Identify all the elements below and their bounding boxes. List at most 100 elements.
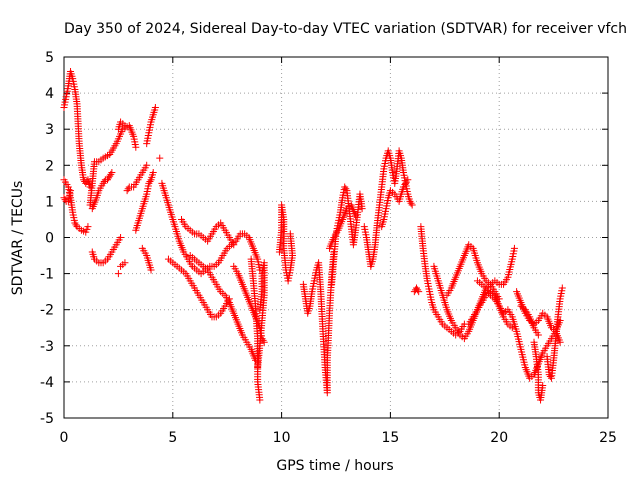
data-point bbox=[105, 174, 113, 182]
data-point bbox=[71, 219, 79, 227]
data-point bbox=[124, 185, 132, 193]
data-point bbox=[107, 170, 115, 178]
y-tick-label: 4 bbox=[45, 86, 54, 102]
data-point bbox=[254, 363, 262, 371]
data-point bbox=[404, 176, 412, 184]
series-trace-n bbox=[156, 154, 164, 162]
data-point bbox=[123, 187, 131, 195]
y-tick-label: 3 bbox=[45, 122, 54, 138]
y-tick-label: 2 bbox=[45, 158, 54, 174]
x-tick-label: 25 bbox=[599, 430, 617, 446]
series-trace-z bbox=[360, 147, 416, 270]
series-trace-e bbox=[88, 169, 116, 213]
y-tick-label: -5 bbox=[40, 411, 54, 427]
data-point bbox=[82, 179, 90, 187]
series-trace-ai bbox=[530, 338, 547, 404]
data-point bbox=[286, 230, 294, 238]
x-tick-label: 0 bbox=[60, 430, 69, 446]
data-point bbox=[146, 178, 154, 186]
data-markers bbox=[60, 67, 566, 404]
data-point bbox=[558, 284, 566, 292]
axis-ticks: 0 5 10 15 20 25 -5 -4 -3 -2 -1 0 1 2 3 4 5 bbox=[40, 50, 617, 446]
data-point bbox=[114, 270, 122, 278]
data-point bbox=[156, 154, 164, 162]
data-point bbox=[145, 179, 153, 187]
series-trace-w bbox=[299, 248, 338, 397]
y-tick-label: 0 bbox=[45, 231, 54, 247]
y-tick-label: -4 bbox=[40, 375, 54, 391]
y-tick-label: 5 bbox=[45, 50, 54, 66]
series-trace-h bbox=[123, 161, 151, 195]
y-tick-label: -1 bbox=[40, 267, 54, 283]
x-tick-label: 5 bbox=[168, 430, 177, 446]
series-trace-ad bbox=[430, 262, 516, 343]
series-trace-r bbox=[186, 252, 259, 364]
series-trace-a bbox=[60, 67, 94, 191]
series-trace-ak bbox=[517, 302, 542, 339]
series-trace-aa bbox=[378, 176, 412, 231]
data-point bbox=[256, 396, 264, 404]
data-point bbox=[67, 187, 75, 195]
data-point bbox=[539, 382, 547, 390]
series-trace-aj bbox=[543, 284, 566, 382]
data-point bbox=[534, 331, 542, 339]
series-trace-b bbox=[60, 176, 92, 236]
y-tick-label: -2 bbox=[40, 303, 54, 319]
data-point bbox=[408, 201, 416, 209]
chart-title: Day 350 of 2024, Sidereal Day-to-day VTE… bbox=[64, 21, 627, 37]
data-point bbox=[84, 223, 92, 231]
data-point bbox=[260, 338, 268, 346]
data-point bbox=[510, 244, 518, 252]
series-trace-c bbox=[60, 187, 75, 205]
data-point bbox=[61, 196, 69, 204]
data-point bbox=[407, 199, 415, 207]
series-trace-k bbox=[117, 259, 129, 270]
data-point bbox=[341, 183, 349, 191]
data-point bbox=[99, 179, 107, 187]
data-point bbox=[151, 104, 159, 112]
series-trace-p bbox=[164, 255, 233, 321]
series-trace-m bbox=[143, 104, 159, 148]
series-trace-g bbox=[114, 118, 129, 133]
data-point bbox=[60, 194, 68, 202]
data-point bbox=[406, 197, 414, 205]
series-trace-ac bbox=[410, 284, 423, 296]
data-point bbox=[413, 284, 421, 292]
series-trace-x bbox=[328, 183, 366, 288]
data-point bbox=[104, 176, 112, 184]
y-tick-label: -3 bbox=[40, 339, 54, 355]
data-point bbox=[352, 212, 360, 220]
data-point bbox=[147, 266, 155, 274]
series-trace-l bbox=[114, 270, 122, 278]
x-tick-label: 20 bbox=[490, 430, 508, 446]
data-point bbox=[414, 286, 422, 294]
data-point bbox=[149, 169, 157, 177]
data-point bbox=[121, 259, 129, 267]
data-point bbox=[132, 143, 140, 151]
data-point bbox=[342, 185, 350, 193]
data-point bbox=[415, 288, 423, 296]
data-point bbox=[100, 178, 108, 186]
series-trace-d bbox=[86, 122, 140, 209]
data-point bbox=[556, 338, 564, 346]
series-trace-u bbox=[254, 259, 268, 371]
data-point bbox=[108, 169, 116, 177]
x-axis-label: GPS time / hours bbox=[276, 458, 393, 474]
series-trace-ae bbox=[443, 241, 503, 303]
x-tick-label: 15 bbox=[381, 430, 399, 446]
series-trace-i bbox=[132, 169, 157, 234]
data-point bbox=[72, 221, 80, 229]
series-trace-j bbox=[138, 244, 155, 274]
series-trace-v bbox=[275, 201, 296, 285]
series-trace-af bbox=[465, 244, 518, 328]
y-axis-label: SDTVAR / TECUs bbox=[10, 181, 26, 296]
data-point bbox=[358, 205, 366, 213]
series-trace-q bbox=[178, 215, 238, 249]
y-tick-label: 1 bbox=[45, 194, 54, 210]
x-tick-label: 10 bbox=[273, 430, 291, 446]
data-point bbox=[117, 234, 125, 241]
data-point bbox=[106, 172, 114, 180]
data-point bbox=[508, 324, 516, 332]
data-point bbox=[230, 241, 238, 249]
